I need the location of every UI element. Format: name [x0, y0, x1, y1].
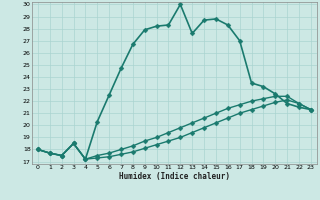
X-axis label: Humidex (Indice chaleur): Humidex (Indice chaleur) [119, 172, 230, 181]
